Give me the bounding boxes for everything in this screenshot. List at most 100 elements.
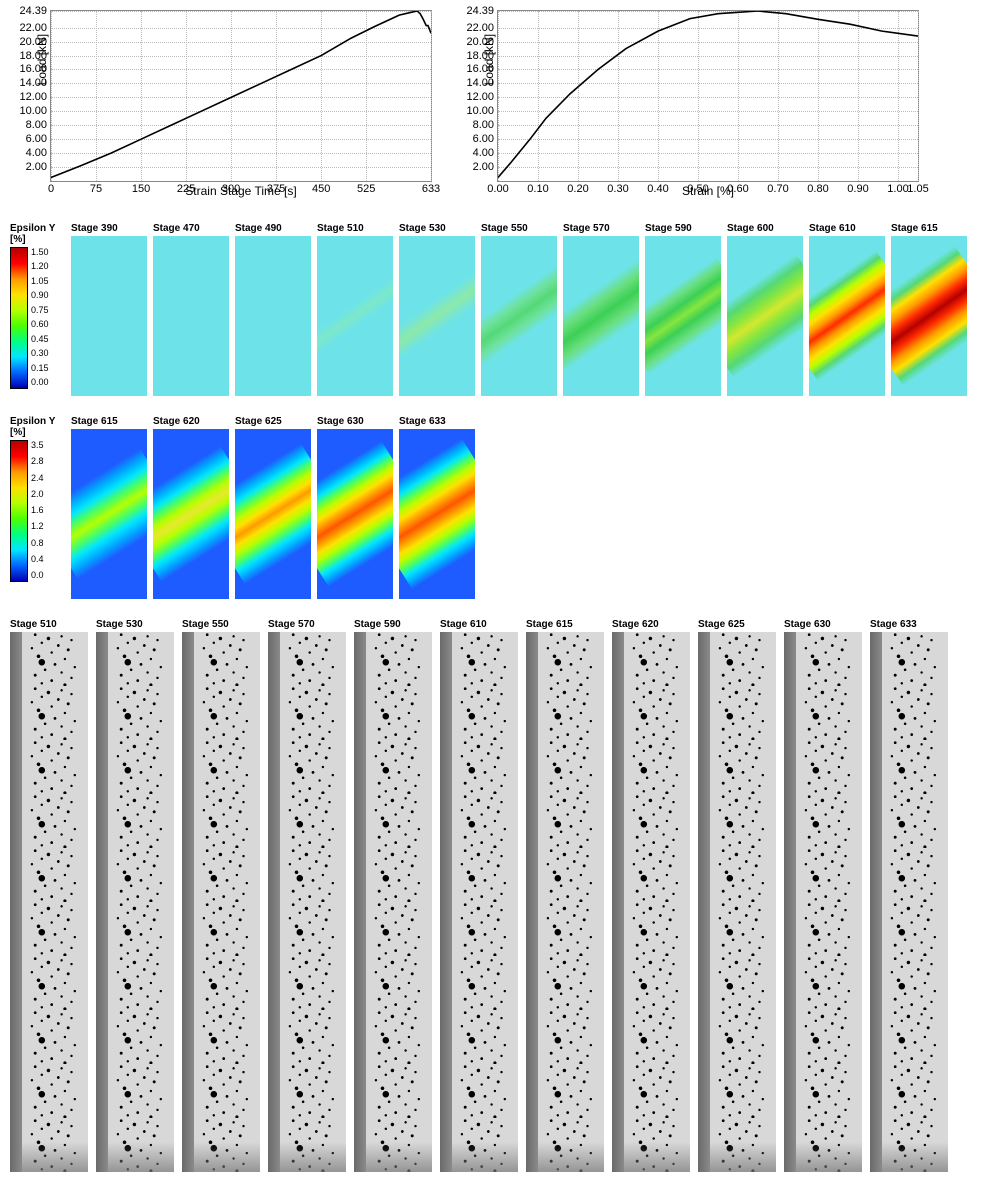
specimen-stage-label: Stage 615 bbox=[526, 619, 604, 630]
heatmap-panel: Stage 590 bbox=[645, 223, 721, 396]
xtick-label: 1.05 bbox=[907, 183, 928, 195]
specimen-image bbox=[612, 632, 690, 1172]
panel-stage-label: Stage 630 bbox=[317, 416, 393, 427]
load-vs-strain-chart: Load [kN] 24.3922.0020.0018.0016.0014.00… bbox=[497, 10, 919, 198]
panel-stage-label: Stage 615 bbox=[71, 416, 147, 427]
specimen-stage-label: Stage 620 bbox=[612, 619, 690, 630]
colorbar-tick: 1.2 bbox=[31, 521, 44, 531]
colorbar2-title: Epsilon Y [%] bbox=[10, 416, 55, 438]
heatmap-panel: Stage 600 bbox=[727, 223, 803, 396]
specimen-panel: Stage 625 bbox=[698, 619, 776, 1172]
xtick-label: 0 bbox=[48, 183, 54, 195]
colorbar-tick: 0.15 bbox=[31, 363, 49, 373]
xtick-label: 0.70 bbox=[767, 183, 788, 195]
colorbar-tick: 1.20 bbox=[31, 261, 49, 271]
colorbar-tick: 2.4 bbox=[31, 473, 44, 483]
colorbar-tick: 0.45 bbox=[31, 334, 49, 344]
specimen-stage-label: Stage 510 bbox=[10, 619, 88, 630]
specimen-row: Stage 510Stage 530Stage 550Stage 570Stag… bbox=[10, 619, 986, 1172]
heatmap bbox=[71, 236, 147, 396]
panel-stage-label: Stage 633 bbox=[399, 416, 475, 427]
colorbar-tick: 2.0 bbox=[31, 489, 44, 499]
ytick-label: 14.00 bbox=[466, 77, 494, 89]
specimen-panel: Stage 615 bbox=[526, 619, 604, 1172]
colorbar2-unit: [%] bbox=[10, 427, 26, 438]
panel-stage-label: Stage 470 bbox=[153, 223, 229, 234]
heatmap bbox=[153, 429, 229, 599]
xtick-label: 1.00 bbox=[887, 183, 908, 195]
ytick-label: 16.00 bbox=[466, 63, 494, 75]
specimen-stage-label: Stage 633 bbox=[870, 619, 948, 630]
specimen-panel: Stage 590 bbox=[354, 619, 432, 1172]
xtick-label: 633 bbox=[422, 183, 440, 195]
specimen-image bbox=[96, 632, 174, 1172]
xtick-label: 0.60 bbox=[727, 183, 748, 195]
specimen-panel: Stage 630 bbox=[784, 619, 862, 1172]
colorbar-tick: 0.90 bbox=[31, 290, 49, 300]
ytick-label: 18.00 bbox=[19, 50, 47, 62]
heatmap-panel: Stage 615 bbox=[891, 223, 967, 396]
specimen-image bbox=[268, 632, 346, 1172]
colorbar2-title-text: Epsilon Y bbox=[10, 416, 55, 427]
xtick-label: 0.40 bbox=[647, 183, 668, 195]
ytick-label: 2.00 bbox=[26, 161, 47, 173]
xtick-label: 0.80 bbox=[807, 183, 828, 195]
specimen-image bbox=[440, 632, 518, 1172]
xtick-label: 525 bbox=[357, 183, 375, 195]
heatmap-panels-1: Stage 390Stage 470Stage 490Stage 510Stag… bbox=[71, 223, 986, 396]
heatmap-panel: Stage 625 bbox=[235, 416, 311, 599]
heatmap-panel: Stage 490 bbox=[235, 223, 311, 396]
heatmap-panel: Stage 510 bbox=[317, 223, 393, 396]
xtick-label: 225 bbox=[177, 183, 195, 195]
heatmap bbox=[317, 429, 393, 599]
panel-stage-label: Stage 620 bbox=[153, 416, 229, 427]
colorbar-1: Epsilon Y [%] 1.501.201.050.900.750.600.… bbox=[10, 223, 65, 389]
ytick-label: 2.00 bbox=[473, 161, 494, 173]
heatmap-panel: Stage 550 bbox=[481, 223, 557, 396]
colorbar1-labels: 1.501.201.050.900.750.600.450.300.150.00 bbox=[31, 247, 49, 387]
xtick-label: 300 bbox=[222, 183, 240, 195]
specimen-stage-label: Stage 550 bbox=[182, 619, 260, 630]
specimen-stage-label: Stage 530 bbox=[96, 619, 174, 630]
specimen-stage-label: Stage 610 bbox=[440, 619, 518, 630]
ytick-label: 24.39 bbox=[19, 5, 47, 17]
ytick-label: 16.00 bbox=[19, 63, 47, 75]
heatmap-panels-2: Stage 615 Stage 620 Stage 625 Stage 630 Stag… bbox=[71, 416, 986, 599]
panel-stage-label: Stage 600 bbox=[727, 223, 803, 234]
ytick-label: 10.00 bbox=[19, 105, 47, 117]
specimen-stage-label: Stage 625 bbox=[698, 619, 776, 630]
heatmap-row-1: Epsilon Y [%] 1.501.201.050.900.750.600.… bbox=[10, 223, 986, 396]
heatmap-panel: Stage 630 bbox=[317, 416, 393, 599]
charts-row: Load [kN] 24.3922.0020.0018.0016.0014.00… bbox=[10, 10, 986, 198]
panel-stage-label: Stage 490 bbox=[235, 223, 311, 234]
chart1-plot-area: 24.3922.0020.0018.0016.0014.0012.0010.00… bbox=[50, 10, 432, 182]
panel-stage-label: Stage 610 bbox=[809, 223, 885, 234]
colorbar-tick: 3.5 bbox=[31, 440, 44, 450]
ytick-label: 20.00 bbox=[19, 36, 47, 48]
colorbar1-title: Epsilon Y [%] bbox=[10, 223, 55, 245]
heatmap bbox=[809, 236, 885, 396]
heatmap-panel: Stage 620 bbox=[153, 416, 229, 599]
heatmap bbox=[563, 236, 639, 396]
ytick-label: 22.00 bbox=[466, 22, 494, 34]
specimen-stage-label: Stage 630 bbox=[784, 619, 862, 630]
colorbar2-labels: 3.52.82.42.01.61.20.80.40.0 bbox=[31, 440, 44, 580]
ytick-label: 22.00 bbox=[19, 22, 47, 34]
specimen-stage-label: Stage 590 bbox=[354, 619, 432, 630]
ytick-label: 8.00 bbox=[473, 119, 494, 131]
colorbar-tick: 0.75 bbox=[31, 305, 49, 315]
ytick-label: 4.00 bbox=[473, 147, 494, 159]
colorbar-tick: 0.60 bbox=[31, 319, 49, 329]
ytick-label: 6.00 bbox=[26, 133, 47, 145]
specimen-panel: Stage 620 bbox=[612, 619, 690, 1172]
specimen-panel: Stage 610 bbox=[440, 619, 518, 1172]
xtick-label: 450 bbox=[312, 183, 330, 195]
heatmap bbox=[153, 236, 229, 396]
xtick-label: 0.30 bbox=[607, 183, 628, 195]
heatmap bbox=[481, 236, 557, 396]
heatmap bbox=[645, 236, 721, 396]
xtick-label: 0.00 bbox=[487, 183, 508, 195]
colorbar2-bar: 3.52.82.42.01.61.20.80.40.0 bbox=[10, 440, 44, 582]
ytick-label: 20.00 bbox=[466, 36, 494, 48]
colorbar-tick: 0.30 bbox=[31, 348, 49, 358]
